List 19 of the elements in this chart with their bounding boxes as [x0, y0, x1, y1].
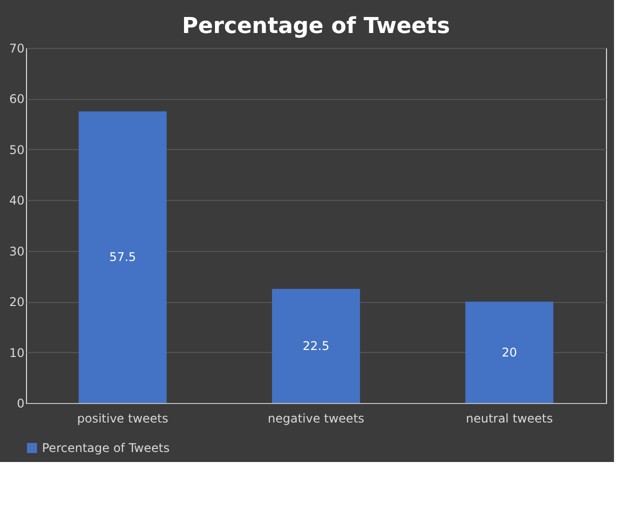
y-tick-label: 40	[9, 194, 24, 208]
x-tick-label: neutral tweets	[466, 412, 553, 426]
y-tick-label: 10	[9, 346, 24, 360]
data-label: 20	[502, 345, 517, 360]
chart-title: Percentage of Tweets	[182, 14, 450, 39]
x-tick-label: positive tweets	[77, 412, 168, 426]
y-tick-label: 70	[9, 42, 24, 56]
y-tick-label: 60	[9, 92, 24, 106]
x-tick-label: negative tweets	[268, 412, 364, 426]
y-tick-label: 0	[16, 396, 24, 410]
bar	[465, 302, 554, 403]
bar	[78, 111, 167, 403]
y-tick-label: 30	[9, 244, 24, 258]
y-tick-label: 50	[9, 142, 24, 157]
data-label: 57.5	[109, 250, 136, 264]
bar	[272, 288, 360, 403]
y-tick-label: 20	[9, 295, 24, 310]
data-label: 22.5	[302, 338, 330, 353]
legend-label: Percentage of Tweets	[42, 441, 170, 455]
